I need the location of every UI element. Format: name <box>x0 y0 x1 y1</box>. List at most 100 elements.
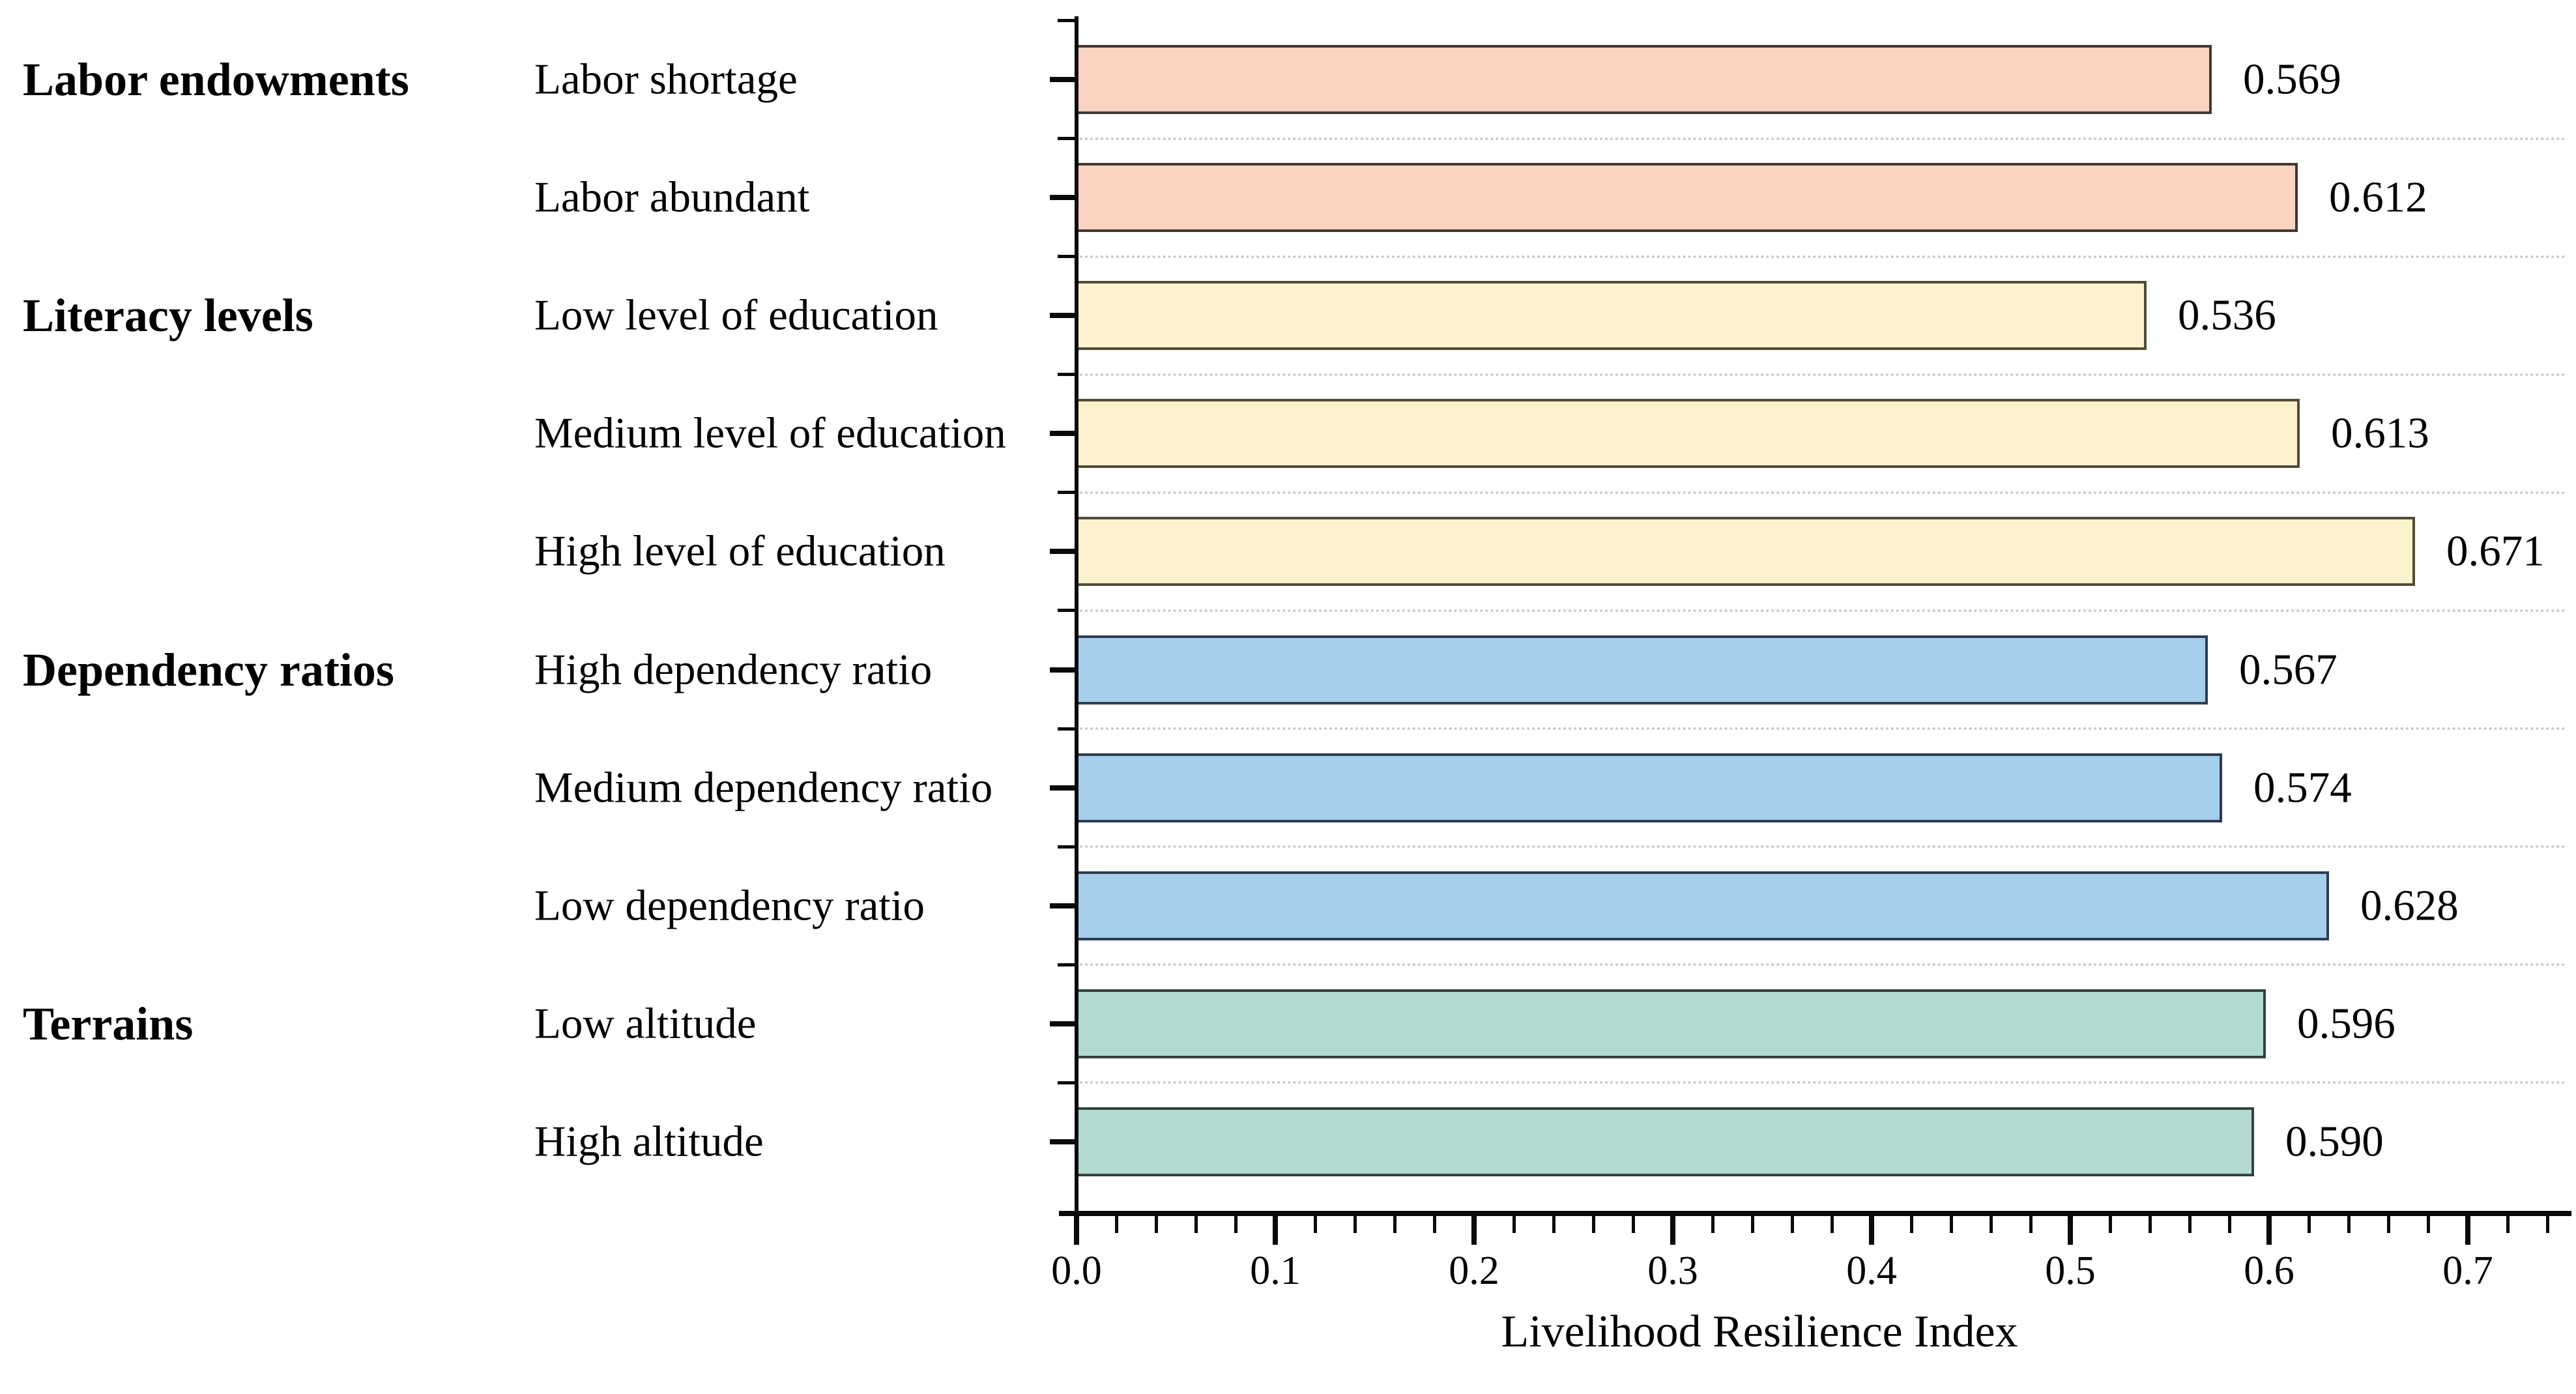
group-label: Terrains <box>23 997 194 1050</box>
y-axis-minor-tick <box>1058 255 1075 259</box>
y-axis-minor-tick <box>1058 373 1075 377</box>
group-label: Literacy levels <box>23 289 313 342</box>
gridline <box>1080 609 2566 612</box>
value-label: 0.536 <box>2178 291 2276 340</box>
x-axis-minor-tick <box>1393 1216 1397 1233</box>
x-axis-left-extension <box>1059 1211 1078 1216</box>
x-axis-minor-tick <box>2029 1216 2033 1233</box>
x-axis-major-tick <box>2465 1216 2470 1245</box>
x-axis-minor-tick <box>1234 1216 1237 1233</box>
category-label: Medium level of education <box>534 409 1006 457</box>
value-label: 0.613 <box>2331 409 2429 457</box>
gridline <box>1080 727 2566 731</box>
category-label: High level of education <box>534 527 946 575</box>
y-axis-minor-tick <box>1058 137 1075 141</box>
x-axis-minor-tick <box>2506 1216 2510 1233</box>
category-label: Low dependency ratio <box>534 881 925 930</box>
y-axis-minor-tick <box>1058 727 1075 731</box>
y-axis-minor-tick <box>1058 963 1075 966</box>
x-axis-minor-tick <box>1353 1216 1357 1233</box>
x-axis-minor-tick <box>1313 1216 1317 1233</box>
gridline <box>1080 845 2566 849</box>
y-axis-major-tick <box>1050 313 1075 319</box>
x-axis-minor-tick <box>2227 1216 2231 1233</box>
y-axis-major-tick <box>1050 903 1075 908</box>
x-axis-minor-tick <box>2545 1216 2549 1233</box>
x-tick-label: 0.5 <box>2045 1249 2096 1293</box>
bar <box>1078 281 2147 351</box>
bar <box>1078 517 2415 587</box>
x-axis-minor-tick <box>2386 1216 2390 1233</box>
y-axis-major-tick <box>1050 1021 1075 1026</box>
x-axis-minor-tick <box>1750 1216 1754 1233</box>
bar <box>1078 871 2329 940</box>
x-axis-minor-tick <box>1711 1216 1715 1233</box>
y-axis-minor-tick <box>1058 1081 1075 1084</box>
category-label: Low altitude <box>534 999 757 1048</box>
y-axis-major-tick <box>1050 785 1075 791</box>
x-axis-minor-tick <box>2426 1216 2430 1233</box>
gridline <box>1080 373 2566 376</box>
x-axis-minor-tick <box>1909 1216 1913 1233</box>
x-axis-minor-tick <box>1512 1216 1516 1233</box>
x-axis-major-tick <box>1273 1216 1278 1245</box>
value-label: 0.574 <box>2253 763 2352 812</box>
x-axis-major-tick <box>2266 1216 2272 1245</box>
x-axis-minor-tick <box>1830 1216 1834 1233</box>
x-axis-major-tick <box>1074 1216 1079 1245</box>
value-label: 0.590 <box>2285 1117 2384 1166</box>
x-axis-minor-tick <box>1949 1216 1953 1233</box>
value-label: 0.567 <box>2239 645 2337 693</box>
y-axis-minor-tick <box>1058 609 1075 613</box>
group-label: Dependency ratios <box>23 643 394 696</box>
category-label: Labor abundant <box>534 173 810 222</box>
x-axis-major-tick <box>1869 1216 1874 1245</box>
x-tick-label: 0.1 <box>1250 1249 1301 1293</box>
y-axis-major-tick <box>1050 1139 1075 1144</box>
bar <box>1078 163 2298 233</box>
gridline <box>1080 963 2566 966</box>
x-tick-label: 0.7 <box>2442 1249 2493 1293</box>
gridline <box>1080 137 2566 140</box>
gridline <box>1080 1081 2566 1084</box>
value-label: 0.569 <box>2243 55 2341 104</box>
y-axis-major-tick <box>1050 77 1075 82</box>
value-label: 0.596 <box>2297 999 2395 1048</box>
x-tick-label: 0.4 <box>1846 1249 1897 1293</box>
group-label: Labor endowments <box>23 53 409 106</box>
plot-area: 0.569 0.612 0.536 0.613 0.671 0.567 0.574 0.628… <box>1075 16 2571 1216</box>
y-axis-major-tick <box>1050 195 1075 201</box>
bar <box>1078 753 2222 822</box>
y-axis-minor-tick <box>1058 845 1075 849</box>
x-axis-minor-tick <box>1790 1216 1794 1233</box>
x-axis-minor-tick <box>1114 1216 1118 1233</box>
value-label: 0.612 <box>2329 173 2427 222</box>
x-axis-minor-tick <box>1154 1216 1158 1233</box>
x-tick-label: 0.2 <box>1449 1249 1499 1293</box>
y-axis-minor-tick <box>1058 18 1075 22</box>
y-axis-major-tick <box>1050 667 1075 673</box>
gridline <box>1080 255 2566 258</box>
bar <box>1078 635 2208 704</box>
x-axis-minor-tick <box>2347 1216 2351 1233</box>
x-axis-title: Livelihood Resilience Index <box>1501 1307 2018 1357</box>
bar <box>1078 45 2212 114</box>
gridline <box>1080 491 2566 494</box>
category-label: High dependency ratio <box>534 645 933 693</box>
x-axis-major-tick <box>1471 1216 1477 1245</box>
x-tick-label: 0.0 <box>1051 1249 1102 1293</box>
bar <box>1078 989 2266 1058</box>
x-axis-minor-tick <box>2148 1216 2152 1233</box>
bar <box>1078 399 2300 469</box>
value-label: 0.628 <box>2360 881 2459 930</box>
value-label: 0.671 <box>2446 527 2545 575</box>
y-axis-major-tick <box>1050 431 1075 437</box>
y-axis-major-tick <box>1050 549 1075 555</box>
x-axis-minor-tick <box>2307 1216 2311 1233</box>
x-axis-minor-tick <box>1552 1216 1556 1233</box>
x-axis-major-tick <box>2068 1216 2073 1245</box>
x-axis-minor-tick <box>2188 1216 2192 1233</box>
category-label: Labor shortage <box>534 55 798 104</box>
x-axis-minor-tick <box>1989 1216 1993 1233</box>
